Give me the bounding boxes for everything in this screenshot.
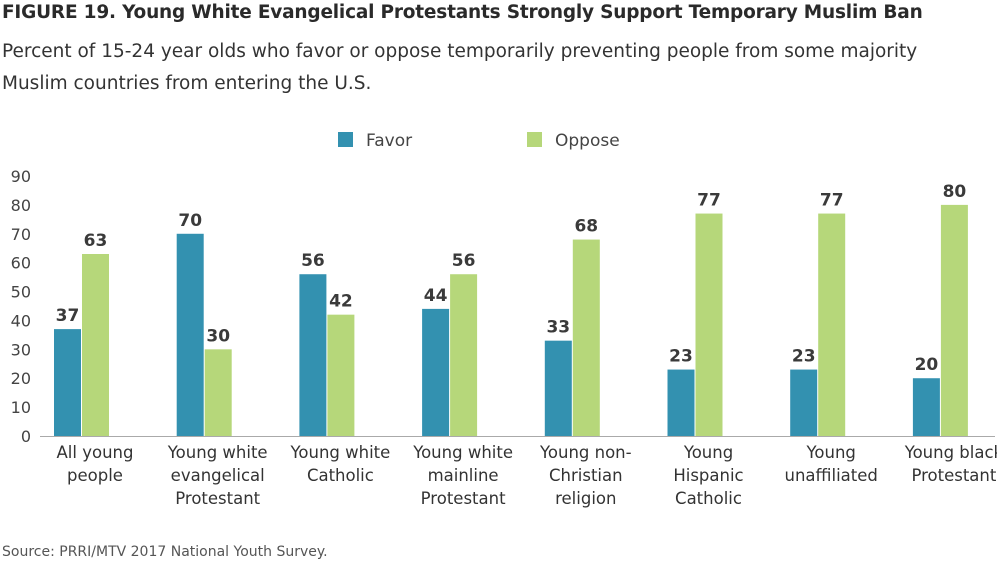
bar-favor [54,329,81,436]
data-label-favor: 37 [56,306,80,326]
bar-oppose [572,239,600,436]
y-tick-label: 90 [11,167,31,186]
bar-chart: 0 10 20 30 40 50 60 70 80 90 Favor Oppose 37 63 All yo… [11,131,997,508]
data-label-favor: 20 [915,355,939,375]
category-label: people [67,466,123,485]
y-tick-label: 60 [11,254,31,273]
category-label: evangelical [171,466,265,485]
legend-swatch-oppose [527,132,542,147]
bar-favor [422,308,450,436]
y-tick-label: 40 [11,311,31,330]
category-label: Young black [904,443,997,462]
category-label: Young [806,443,856,462]
data-label-oppose: 63 [84,231,108,251]
category-label: Young white [290,443,391,462]
data-label-favor: 44 [424,286,448,306]
category-label: unaffiliated [785,466,878,485]
category-label: Young white [167,443,268,462]
data-label-oppose: 80 [943,182,967,202]
chart-subtitle: Percent of 15-24 year olds who favor or … [2,41,918,94]
legend-swatch-favor [338,132,353,147]
category-label: Young white [412,443,513,462]
data-label-oppose: 77 [820,191,844,211]
category-label: Catholic [675,489,742,508]
y-tick-label: 0 [21,427,31,446]
bar-favor [299,274,327,436]
data-label-oppose: 30 [206,326,230,346]
legend-label-favor: Favor [366,131,412,151]
y-tick-label: 70 [11,225,31,244]
bar-favor [667,369,695,436]
data-label-favor: 56 [301,251,325,271]
category-label: mainline [428,466,499,485]
chart-title: FIGURE 19. Young White Evangelical Prote… [2,2,923,23]
data-label-favor: 23 [792,347,816,367]
legend-label-oppose: Oppose [555,131,620,151]
category-label: Protestant [175,489,260,508]
bar-favor [176,233,204,436]
data-label-oppose: 68 [574,217,598,237]
data-label-favor: 70 [178,211,202,231]
data-label-oppose: 42 [329,292,353,312]
y-tick-label: 80 [11,196,31,215]
category-label: All young [57,443,134,462]
bar-favor [912,378,940,436]
data-label-oppose: 77 [697,191,721,211]
bar-favor [790,369,818,436]
category-label: religion [555,489,616,508]
category-label: Young non- [539,443,632,462]
bar-oppose [82,254,109,436]
category-label: Christian [549,466,623,485]
bar-oppose [940,204,968,436]
data-label-favor: 23 [669,347,693,367]
bar-oppose [204,349,232,436]
data-label-oppose: 56 [452,251,476,271]
data-label-favor: 33 [546,318,570,338]
bar-favor [544,340,572,436]
bar-oppose [327,314,355,436]
category-label: Catholic [307,466,374,485]
source-note: Source: PRRI/MTV 2017 National Youth Sur… [2,544,328,560]
bar-oppose [818,213,846,436]
y-tick-label: 10 [11,398,31,417]
y-tick-label: 50 [11,283,31,302]
category-label: Protestant [911,466,996,485]
category-label: Young [683,443,733,462]
y-tick-label: 30 [11,340,31,359]
category-label: Protestant [421,489,506,508]
bar-oppose [450,274,478,436]
category-label: Hispanic [673,466,743,485]
y-tick-label: 20 [11,369,31,388]
bar-oppose [695,213,723,436]
